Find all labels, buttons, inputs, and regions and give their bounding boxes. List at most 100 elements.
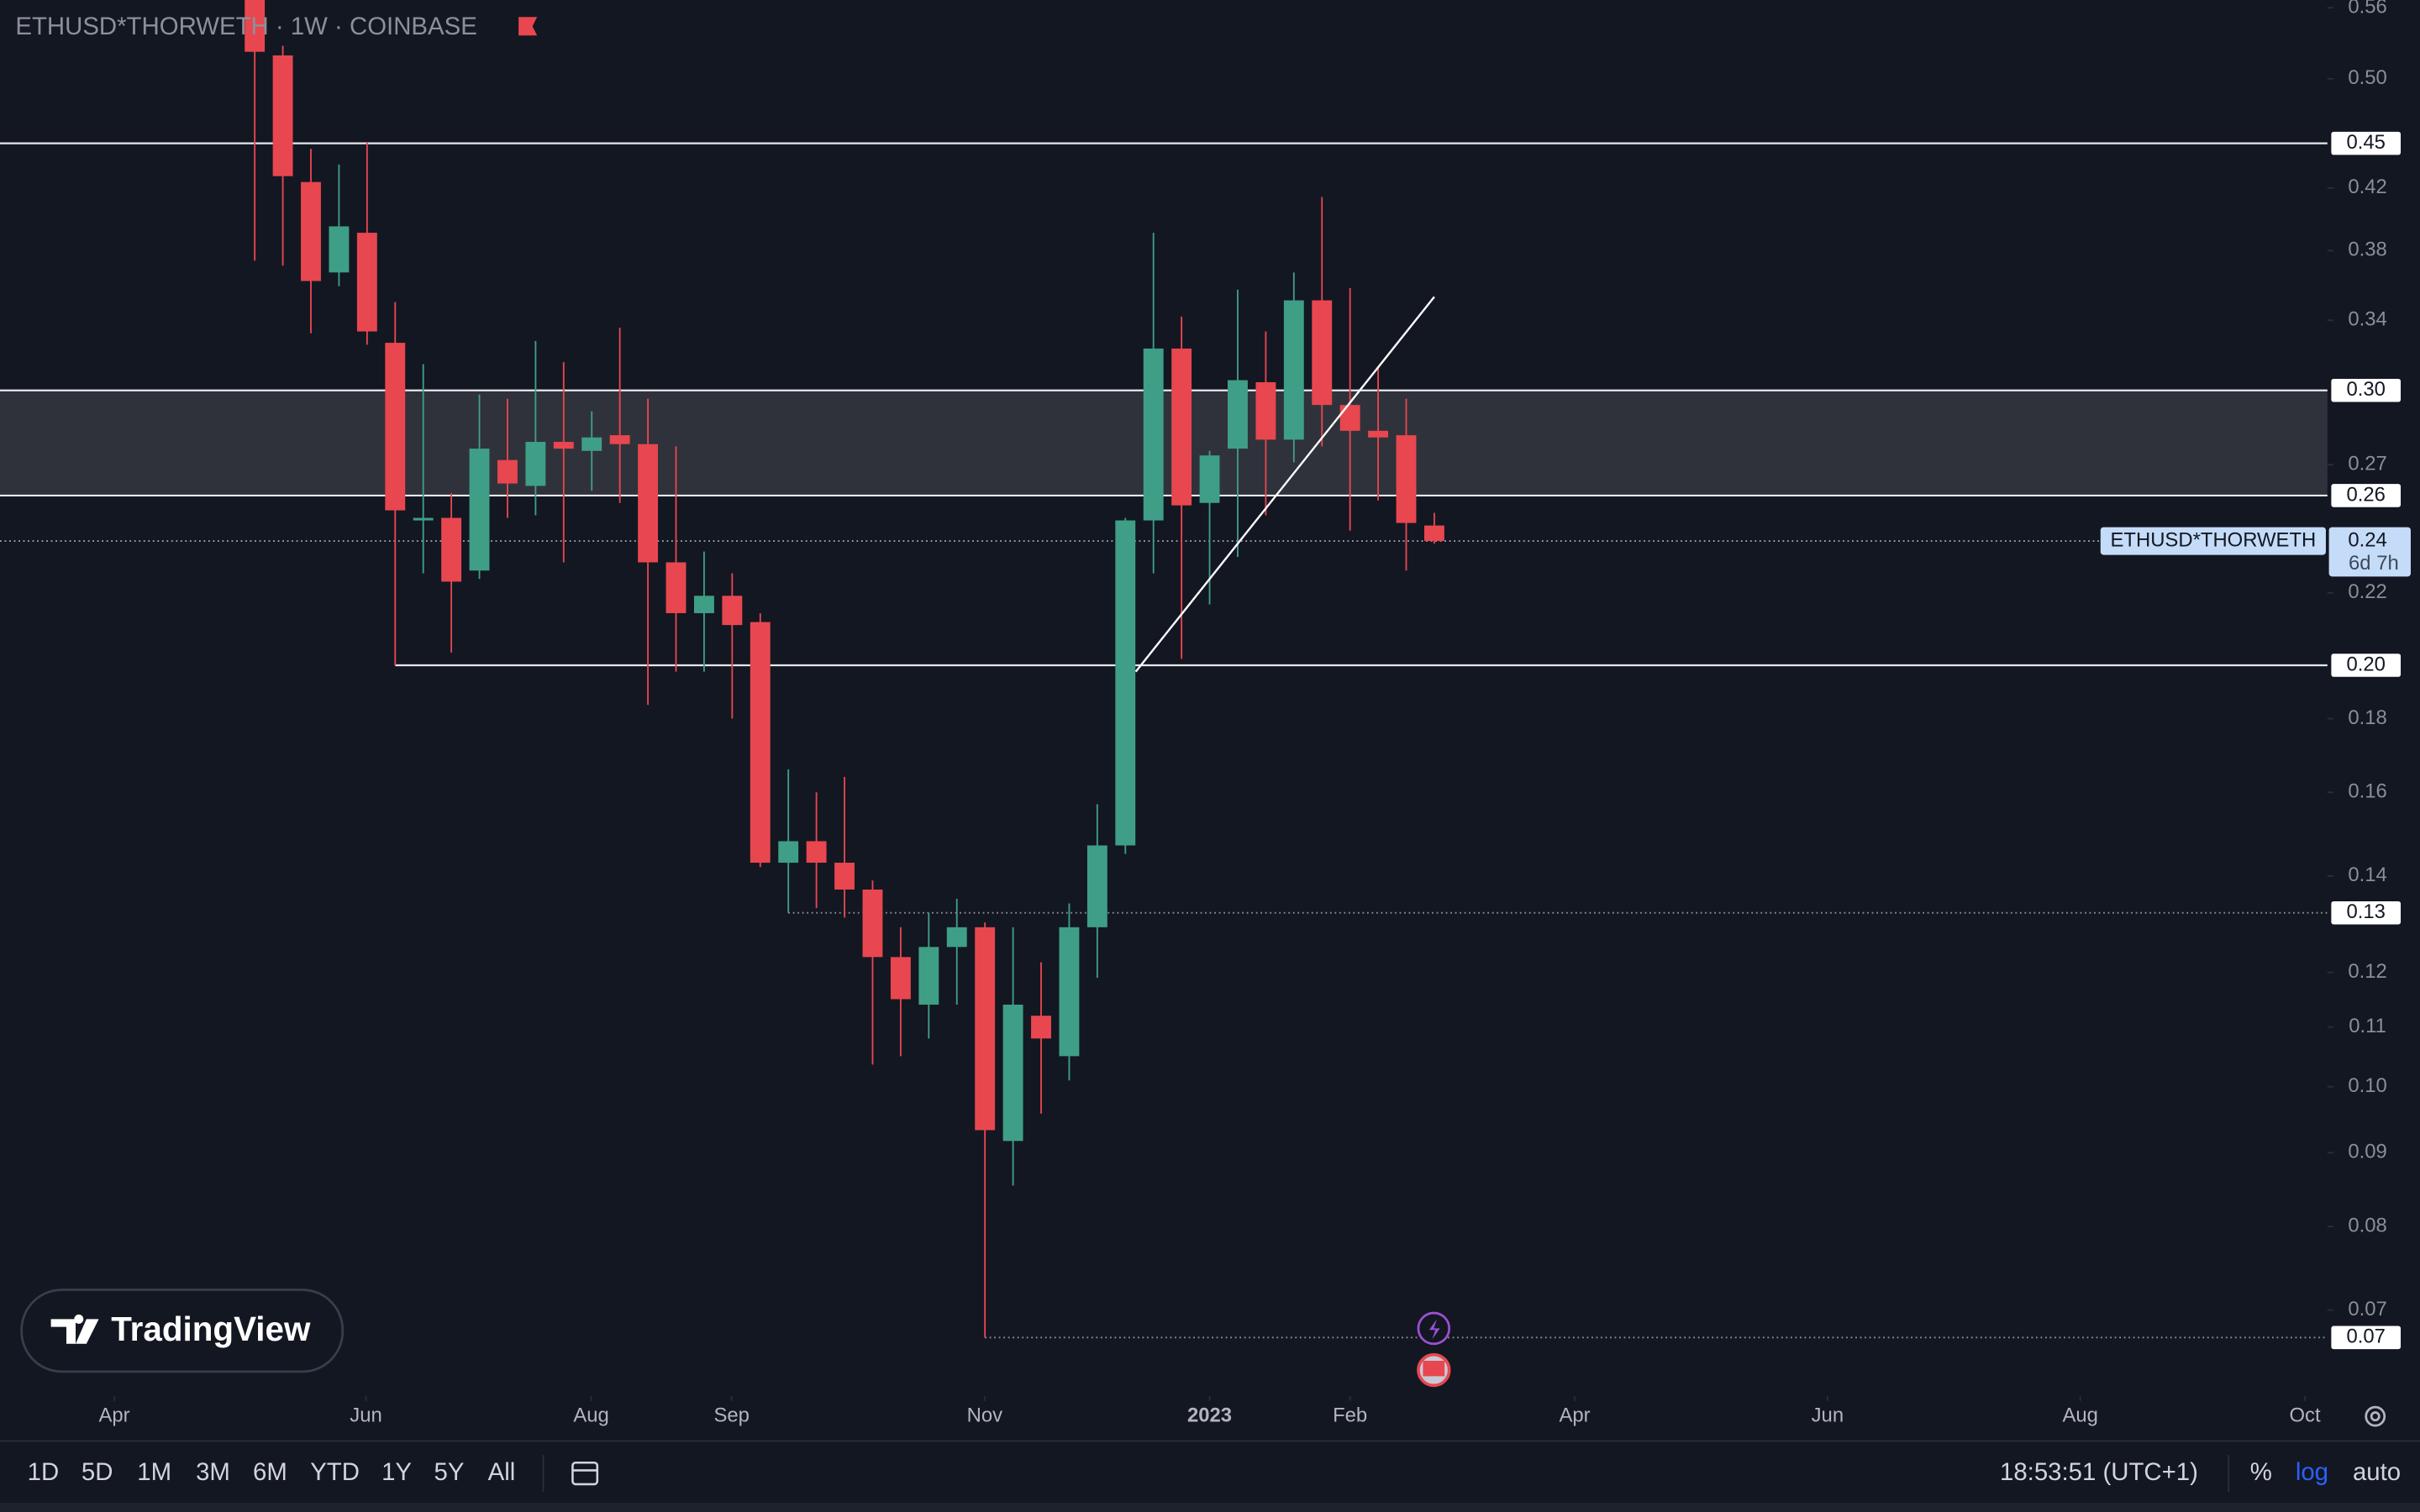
range-button[interactable]: 5Y [434,1458,465,1486]
candle-body [497,459,518,484]
y-tick-label: 0.09 [2348,1141,2386,1163]
y-tick-label: 0.22 [2348,580,2386,603]
y-tick-label: 0.14 [2348,864,2386,886]
y-tick-label: 0.18 [2348,706,2386,729]
candle-body [1255,381,1276,440]
logo-box[interactable] [20,1289,345,1373]
candle-body [693,596,714,613]
chart-title: ETHUSD*THORWETH · 1W · COINBASE [15,13,476,40]
candle-body [1423,525,1444,542]
candle-body [1086,845,1107,927]
x-tick-label: Apr [98,1404,129,1426]
level-label: 0.26 [2346,483,2385,506]
candle-body [1115,520,1136,846]
x-tick-label: Aug [573,1404,608,1426]
logo-icon [50,1314,99,1344]
x-tick-label: Apr [1559,1404,1590,1426]
y-tick-label: 0.42 [2348,176,2386,198]
y-tick-label: 0.11 [2349,1015,2386,1037]
candle-body [525,442,546,486]
range-button[interactable]: 1Y [381,1458,412,1486]
candle-body [356,233,377,332]
price-zone [0,390,2328,496]
candle-body [778,841,799,864]
candle-body [1143,348,1164,521]
range-button[interactable]: 3M [196,1458,230,1486]
candle-body [609,435,630,444]
calendar-icon[interactable] [571,1461,599,1486]
candle-body [1396,435,1417,523]
candle-body [918,947,939,1005]
candle-body [553,442,574,449]
log-toggle[interactable]: log [2296,1458,2328,1486]
y-tick-label: 0.56 [2348,0,2386,18]
event-bolt [1428,1319,1440,1340]
x-tick-label: Feb [1333,1404,1367,1426]
candle-body [272,55,293,176]
calendar-frame [571,1461,599,1486]
candle-body [862,889,883,958]
candle-body [1228,380,1248,449]
clock: 18:53:51 (UTC+1) [2000,1458,2198,1486]
x-tick-label: Aug [2062,1404,2097,1426]
candle-body [1059,927,1080,1057]
gear-ring [2365,1405,2386,1427]
logo-text: TradingView [111,1310,311,1348]
level-label: 0.30 [2346,378,2385,401]
range-button[interactable]: YTD [310,1458,360,1486]
candle-body [638,444,659,563]
y-tick-label: 0.34 [2348,308,2386,331]
x-tick-label: Oct [2289,1404,2320,1426]
candle-body [946,927,967,948]
symbol-label: ETHUSD*THORWETH [2110,528,2316,551]
candle-body [1031,1016,1051,1039]
bottom-strip [0,1502,2420,1512]
level-label-box [2329,377,2402,404]
x-tick-label: Jun [1812,1404,1844,1426]
candle-body [1283,300,1304,440]
candle-body [722,596,743,626]
candle-body [245,0,266,52]
level-label: 0.20 [2346,653,2385,675]
candle-body [1171,348,1192,506]
level-label-box [2329,900,2402,927]
last-price-label: 0.24 [2348,528,2386,551]
y-tick-label: 0.08 [2348,1214,2386,1236]
y-tick-label: 0.38 [2348,239,2386,261]
range-button[interactable]: 1D [28,1458,60,1486]
candle-body [750,622,771,864]
level-label-box [2329,1324,2402,1351]
range-button[interactable]: 5D [82,1458,113,1486]
level-label: 0.13 [2346,900,2385,923]
candle-body [413,517,434,521]
candle-body [1002,1005,1023,1142]
auto-toggle[interactable]: auto [2353,1458,2401,1486]
settings-icon[interactable] [2365,1405,2386,1427]
flag-icon [518,17,538,36]
candle-body [1199,455,1220,503]
y-tick-label: 0.10 [2348,1074,2386,1097]
candle-body [329,226,350,273]
y-tick-label: 0.07 [2348,1298,2386,1320]
candle-body [975,927,996,1131]
range-button[interactable]: 1M [137,1458,171,1486]
gear-hub [2370,1411,2381,1422]
symbol-label-box [2100,527,2326,555]
last-price-box [2328,527,2411,577]
y-tick-label: 0.50 [2348,66,2386,89]
range-button[interactable]: All [488,1458,516,1486]
candle-body [469,449,490,571]
y-tick-label: 0.16 [2348,780,2386,803]
candle-body [1368,430,1389,438]
percent-toggle[interactable]: % [2250,1458,2272,1486]
x-tick-label: 2023 [1187,1404,1232,1426]
x-tick-label: Jun [350,1404,381,1426]
y-tick-label: 0.27 [2348,452,2386,475]
range-button[interactable]: 6M [253,1458,287,1486]
level-label-box [2329,482,2402,509]
candle-body [1339,405,1360,431]
event-flag [1423,1361,1445,1377]
